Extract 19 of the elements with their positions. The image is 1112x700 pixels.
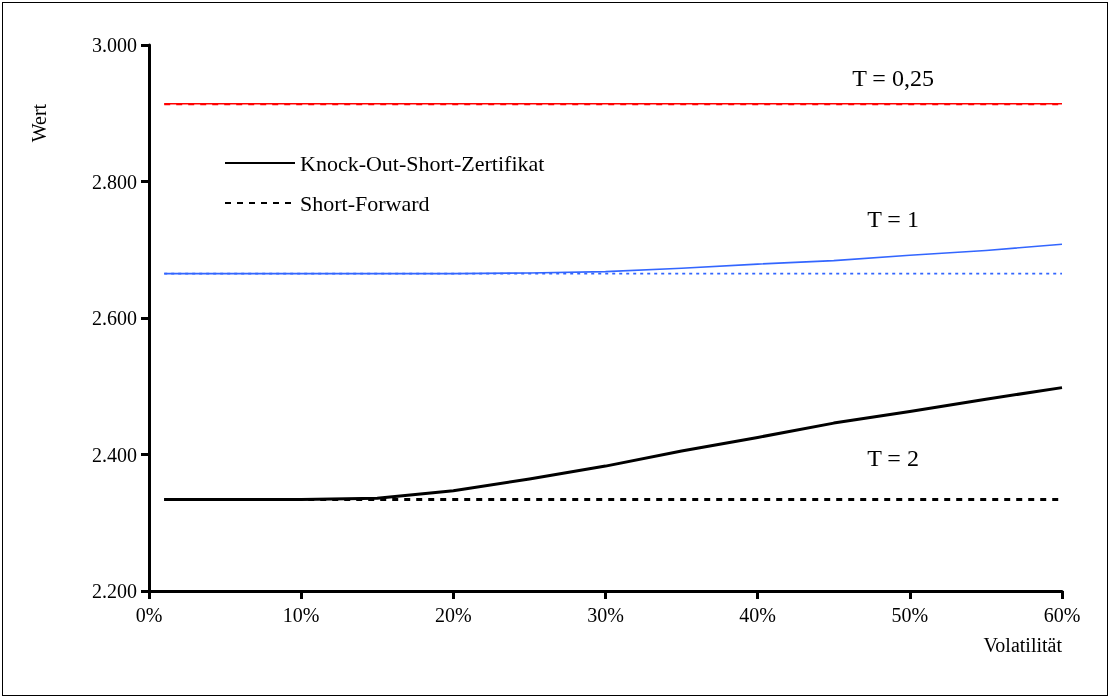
annotation: T = 1 <box>867 206 919 232</box>
annotation: T = 0,25 <box>852 65 934 91</box>
y-tick-label: 2.800 <box>92 170 137 193</box>
y-axis-title: Wert <box>28 103 50 143</box>
x-tick-label: 20% <box>435 604 472 626</box>
y-tick-label: 2.600 <box>92 307 137 329</box>
y-tick-label: 2.200 <box>92 580 137 602</box>
x-tick-label: 40% <box>739 604 776 626</box>
y-tick-label: 2.400 <box>92 443 137 466</box>
x-tick-label: 50% <box>891 604 929 626</box>
x-tick-label: 30% <box>587 604 624 626</box>
legend-label: Knock-Out-Short-Zertifikat <box>300 150 545 176</box>
y-tick-label: 3.000 <box>92 34 137 56</box>
x-tick-label: 60% <box>1043 604 1081 626</box>
legend-label: Short-Forward <box>300 190 430 216</box>
annotation: T = 2 <box>867 445 919 471</box>
x-tick-label: 0% <box>135 604 163 626</box>
x-tick-label: 10% <box>282 604 320 626</box>
x-axis-title: Volatilität <box>983 634 1063 656</box>
